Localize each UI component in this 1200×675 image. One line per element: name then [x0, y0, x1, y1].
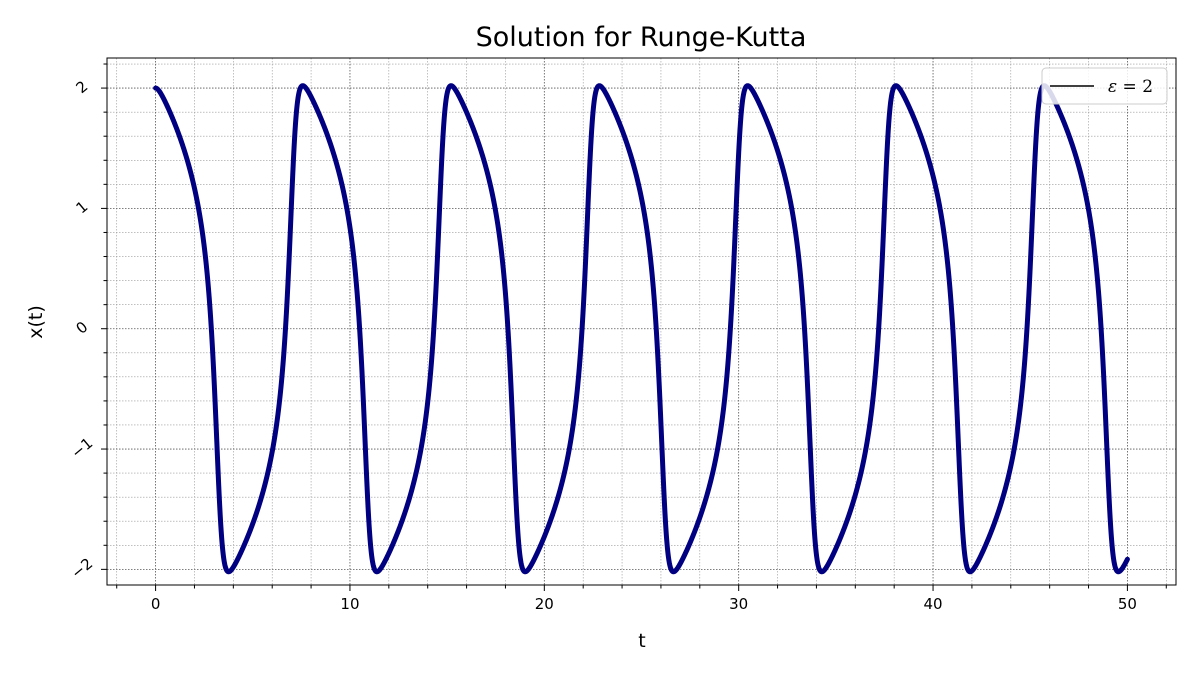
x-tick-label: 50 [1118, 595, 1137, 613]
series-layer [153, 83, 1130, 575]
x-tick-label: 40 [923, 595, 942, 613]
legend-box [1041, 67, 1168, 105]
legend-label-value: 2 [1142, 77, 1153, 97]
legend-label-symbol: ε [1108, 77, 1117, 97]
x-tick-label: 30 [729, 595, 748, 613]
minor-grid [107, 58, 1176, 585]
x-tick-label: 20 [535, 595, 554, 613]
x-tick-label: 0 [151, 595, 161, 613]
series-line-epsilon-2 [153, 83, 1130, 575]
legend-label-eq: = [1117, 77, 1142, 97]
y-axis-title: x(t) [25, 305, 47, 339]
x-tick-label: 10 [340, 595, 359, 613]
x-axis-title: t [638, 630, 645, 652]
chart-title: Solution for Runge-Kutta [476, 22, 807, 53]
legend-label: ε = 2 [1108, 77, 1153, 97]
plot-frame [106, 57, 1177, 586]
legend: ε = 2 [1041, 67, 1168, 105]
